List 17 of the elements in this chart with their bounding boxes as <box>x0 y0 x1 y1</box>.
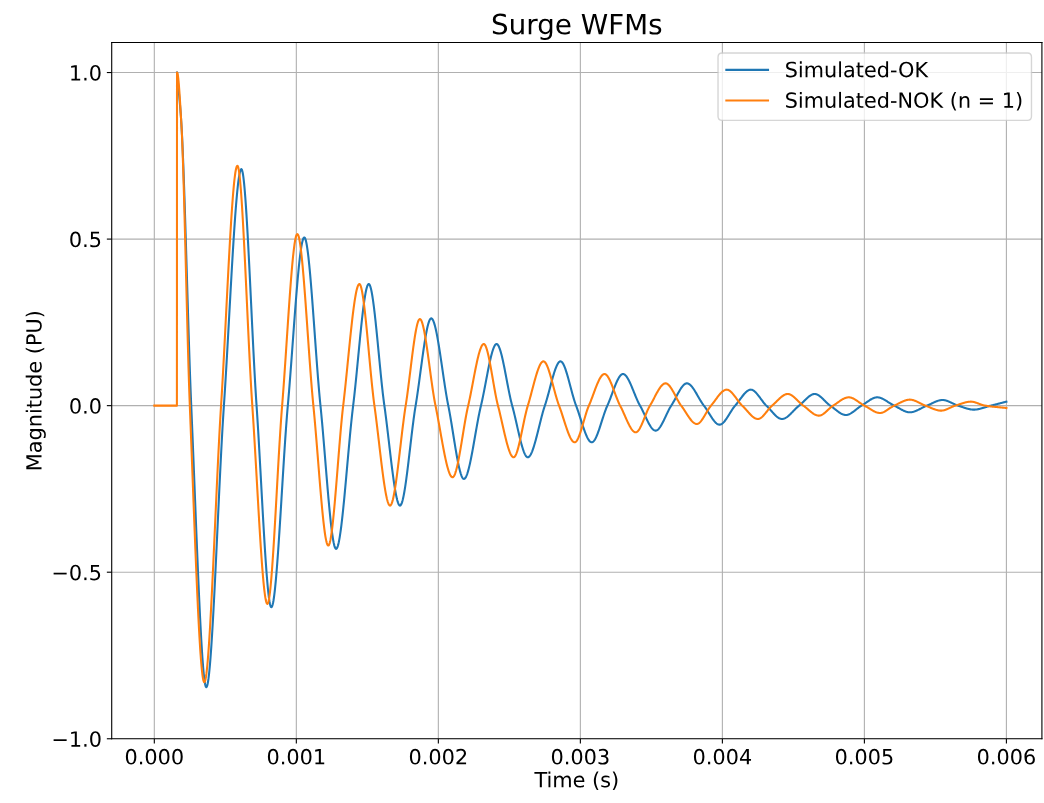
x-tick-label: 0.003 <box>551 748 609 765</box>
legend-label: Simulated-NOK (n = 1) <box>786 91 1022 111</box>
y-tick-label: 0.0 <box>70 398 101 414</box>
x-tick-label: 0.005 <box>835 748 893 765</box>
y-tick-label: −1.0 <box>53 731 101 747</box>
x-tick-label: 0.000 <box>125 748 183 765</box>
y-tick-label: 0.5 <box>70 231 101 248</box>
legend-label: Simulated-OK <box>786 61 929 78</box>
x-tick-label: 0.006 <box>977 748 1035 765</box>
x-tick-label: 0.004 <box>693 748 752 765</box>
y-tick-label: −0.5 <box>53 564 101 581</box>
chart-title: Surge WFMs <box>492 13 662 40</box>
x-tick-label: 0.002 <box>409 748 467 765</box>
y-tick-label: 1.0 <box>71 64 101 81</box>
y-axis-title: Magnitude (PU) <box>25 311 46 470</box>
x-axis-title: Time (s) <box>534 771 618 790</box>
x-tick-label: 0.001 <box>267 748 325 765</box>
